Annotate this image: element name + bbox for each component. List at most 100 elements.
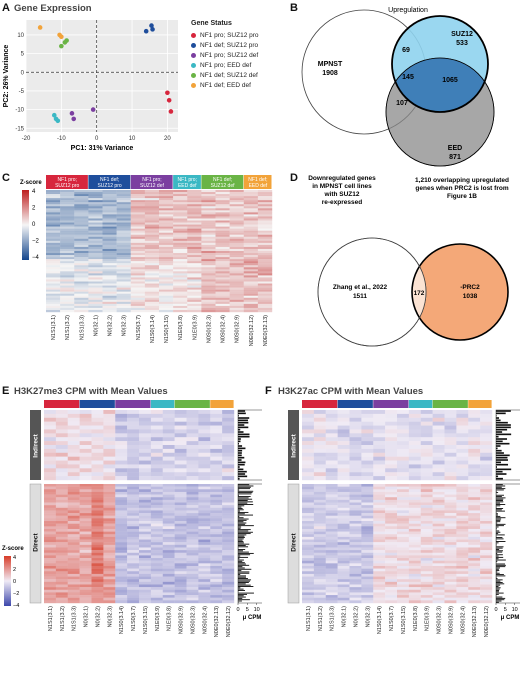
mean-cpm-bar — [238, 498, 253, 500]
heatmap-cell — [144, 242, 160, 246]
heatmap-cell — [337, 584, 350, 588]
heatmap-cell — [159, 283, 174, 286]
heatmap-cell — [313, 468, 326, 473]
heatmap-cell — [313, 502, 326, 506]
heatmap-cell — [468, 573, 481, 577]
heatmap-cell — [243, 218, 259, 221]
mean-cpm-bar — [496, 554, 503, 556]
heatmap-cell — [229, 224, 244, 227]
heatmap-cell — [243, 212, 259, 215]
heatmap-cell — [144, 246, 160, 250]
heatmap-cell — [79, 539, 92, 543]
heatmap-cell — [127, 547, 140, 551]
heatmap-cell — [162, 573, 175, 577]
heatmap-cell — [74, 269, 89, 272]
heatmap-cell — [397, 472, 410, 477]
heatmap-cell — [444, 534, 457, 538]
heatmap-cell — [361, 579, 374, 583]
heatmap-cell — [55, 437, 68, 442]
heatmap-cell — [349, 417, 362, 422]
heatmap-cell — [408, 518, 421, 522]
heatmap-cell — [302, 523, 315, 527]
heatmap-cell — [444, 486, 457, 490]
heatmap-cell — [408, 433, 421, 438]
heatmap-cell — [468, 581, 481, 585]
heatmap-cell — [444, 563, 457, 567]
heatmap-cell — [468, 429, 481, 434]
heatmap-cell — [159, 216, 174, 219]
heatmap-cell — [229, 269, 244, 272]
heatmap-cell — [456, 547, 469, 551]
heatmap-cell — [198, 464, 211, 469]
heatmap-cell — [198, 584, 211, 588]
heatmap-cell — [201, 253, 216, 256]
heatmap-cell — [201, 234, 216, 237]
heatmap-cell — [313, 513, 326, 516]
heatmap-cell — [420, 526, 433, 530]
heatmap-cell — [74, 291, 89, 294]
heatmap-cell — [127, 592, 140, 596]
heatmap-cell — [444, 595, 457, 598]
heatmap-cell — [102, 190, 117, 193]
heatmap-cell — [397, 425, 410, 430]
heatmap-cell — [88, 263, 103, 266]
heatmap-cell — [480, 558, 493, 561]
heatmap-cell — [103, 597, 116, 601]
heatmap-cell — [88, 196, 103, 199]
right-caption: genes when PRC2 is lost from — [415, 185, 508, 192]
heatmap-cell — [88, 285, 103, 288]
heatmap-cell — [144, 234, 160, 237]
heatmap-cell — [222, 497, 235, 501]
heatmap-cell — [480, 592, 493, 596]
heatmap-cell — [102, 192, 117, 195]
heatmap-cell — [468, 433, 481, 438]
heatmap-cell — [444, 558, 457, 561]
x-axis-label: PC1: 31% Variance — [71, 145, 134, 152]
heatmap-cell — [215, 204, 230, 207]
heatmap-cell — [198, 502, 211, 506]
heatmap-cell — [480, 552, 493, 556]
mean-cpm-bar — [496, 519, 501, 521]
heatmap-cell — [60, 212, 75, 215]
heatmap-cell — [468, 499, 481, 503]
bar-frame-indirect — [237, 409, 262, 481]
heatmap-cell — [201, 246, 216, 250]
heatmap-cell — [150, 491, 163, 495]
heatmap-cell — [444, 460, 457, 465]
heatmap-cell — [162, 452, 175, 457]
mean-cpm-bar — [496, 521, 501, 523]
heatmap-cell — [325, 565, 338, 569]
heatmap-cell — [373, 410, 386, 415]
heatmap-cell — [174, 579, 187, 583]
heatmap-cell — [456, 513, 469, 516]
heatmap-cell — [91, 547, 104, 551]
heatmap-cell — [480, 484, 493, 487]
heatmap-cell — [103, 560, 116, 564]
heatmap-cell — [480, 413, 493, 418]
panel-b-label: B — [290, 2, 298, 14]
heatmap-cell — [201, 305, 216, 309]
heatmap-cell — [210, 589, 223, 593]
heatmap-cell — [313, 528, 326, 532]
heatmap-cell — [115, 568, 128, 572]
mean-cpm-bar — [496, 568, 499, 570]
heatmap-cell — [408, 544, 421, 548]
heatmap-cell — [88, 251, 103, 254]
heatmap-cell — [349, 448, 362, 453]
mean-cpm-bar — [496, 543, 497, 545]
heatmap-cell — [456, 576, 469, 580]
heatmap-cell — [102, 269, 117, 272]
heatmap-cell — [325, 497, 338, 501]
heatmap-cell — [174, 595, 187, 598]
heatmap-cell — [243, 228, 259, 231]
heatmap-cell — [361, 494, 374, 498]
heatmap-cell — [243, 307, 259, 311]
heatmap-cell — [313, 571, 326, 575]
heatmap-cell — [432, 505, 445, 508]
heatmap-cell — [385, 452, 398, 457]
heatmap-cell — [130, 283, 146, 286]
heatmap-cell — [74, 214, 89, 217]
group-header — [44, 400, 80, 408]
heatmap-cell — [44, 587, 57, 590]
heatmap-cell — [115, 550, 128, 553]
